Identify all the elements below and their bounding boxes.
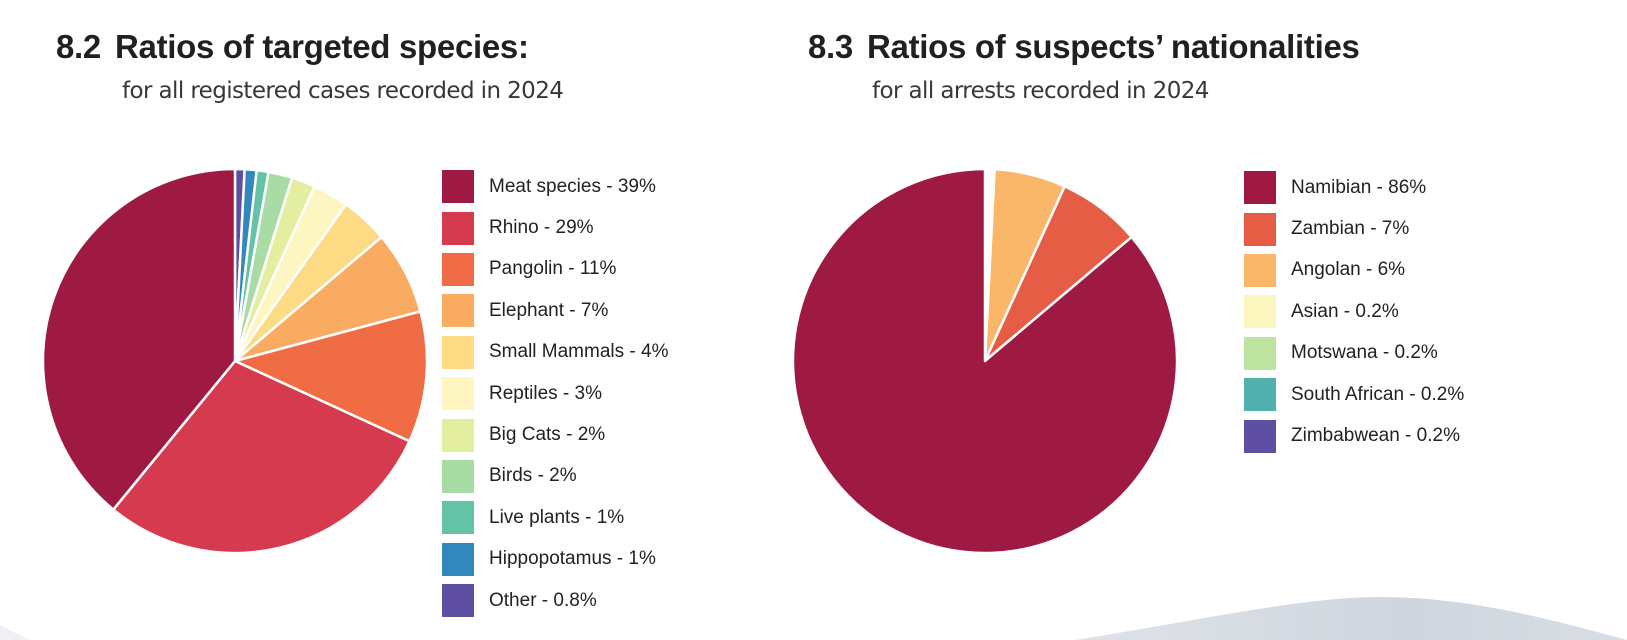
legend-label: Asian - 0.2% bbox=[1291, 300, 1399, 322]
legend-label: Other - 0.8% bbox=[489, 589, 597, 611]
nationalities-chart-section: 8.3 Ratios of suspects’ nationalities for… bbox=[780, 0, 1627, 640]
legend-swatch bbox=[442, 211, 474, 245]
nationalities-chart-title: 8.3 Ratios of suspects’ nationalities bbox=[808, 28, 1360, 66]
legend-item: Small Mammals - 4% bbox=[442, 332, 668, 373]
legend-label: Rhino - 29% bbox=[489, 217, 594, 239]
legend-label: Zambian - 7% bbox=[1291, 218, 1410, 240]
legend-item: Zambian - 7% bbox=[1244, 208, 1464, 249]
legend-item: Motswana - 0.2% bbox=[1244, 333, 1464, 374]
species-chart-title: 8.2 Ratios of targeted species: bbox=[56, 28, 529, 66]
section-number: 8.2 bbox=[56, 28, 101, 65]
legend-label: Birds - 2% bbox=[489, 465, 577, 487]
legend-item: Pangolin - 11% bbox=[442, 249, 668, 290]
pie-slice-meat-species bbox=[41, 167, 237, 511]
legend-label: Namibian - 86% bbox=[1291, 176, 1427, 198]
legend-item: Angolan - 6% bbox=[1244, 250, 1464, 291]
legend-item: Hippopotamus - 1% bbox=[442, 539, 668, 580]
legend-label: Elephant - 7% bbox=[489, 299, 609, 321]
pie-slice-pangolin bbox=[233, 310, 429, 443]
legend-label: Small Mammals - 4% bbox=[489, 341, 669, 363]
legend-swatch bbox=[1244, 253, 1276, 287]
title-text: Ratios of targeted species: bbox=[114, 28, 529, 65]
legend-item: Elephant - 7% bbox=[442, 290, 668, 331]
nationalities-legend: Namibian - 86% Zambian - 7% Angolan - 6% As… bbox=[1244, 167, 1464, 457]
legend-label: Big Cats - 2% bbox=[489, 424, 606, 446]
legend-swatch bbox=[1244, 378, 1276, 412]
legend-label: Live plants - 1% bbox=[489, 506, 625, 528]
nationalities-chart-subtitle: for all arrests recorded in 2024 bbox=[872, 78, 1209, 104]
legend-label: South African - 0.2% bbox=[1291, 383, 1465, 405]
section-number: 8.3 bbox=[808, 28, 853, 65]
legend-swatch bbox=[1244, 171, 1276, 205]
pie-slice-namibian bbox=[791, 167, 1179, 555]
legend-swatch bbox=[442, 252, 474, 286]
legend-item: Other - 0.8% bbox=[442, 580, 668, 621]
legend-item: Rhino - 29% bbox=[442, 207, 668, 248]
legend-swatch bbox=[442, 294, 474, 328]
legend-swatch bbox=[1244, 419, 1276, 453]
legend-swatch bbox=[1244, 336, 1276, 370]
legend-swatch bbox=[442, 584, 474, 618]
species-chart-subtitle: for all registered cases recorded in 202… bbox=[122, 78, 564, 104]
legend-swatch bbox=[442, 377, 474, 411]
species-pie-chart bbox=[41, 167, 429, 555]
legend-item: Meat species - 39% bbox=[442, 166, 668, 207]
species-chart-section: 8.2 Ratios of targeted species: for all r… bbox=[0, 0, 780, 640]
legend-label: Zimbabwean - 0.2% bbox=[1291, 425, 1460, 447]
legend-swatch bbox=[1244, 295, 1276, 329]
nationalities-pie-chart bbox=[791, 167, 1179, 555]
legend-item: Big Cats - 2% bbox=[442, 414, 668, 455]
legend-item: Zimbabwean - 0.2% bbox=[1244, 415, 1464, 456]
legend-label: Motswana - 0.2% bbox=[1291, 342, 1438, 364]
species-legend: Meat species - 39% Rhino - 29% Pangolin - … bbox=[442, 166, 668, 621]
legend-swatch bbox=[442, 335, 474, 369]
legend-item: Namibian - 86% bbox=[1244, 167, 1464, 208]
legend-swatch bbox=[1244, 212, 1276, 246]
legend-swatch bbox=[442, 459, 474, 493]
legend-label: Meat species - 39% bbox=[489, 175, 656, 197]
legend-item: Reptiles - 3% bbox=[442, 373, 668, 414]
legend-item: South African - 0.2% bbox=[1244, 374, 1464, 415]
legend-label: Hippopotamus - 1% bbox=[489, 548, 656, 570]
pie-slice-rhino bbox=[112, 359, 411, 555]
legend-swatch bbox=[442, 170, 474, 204]
legend-swatch bbox=[442, 542, 474, 576]
legend-swatch bbox=[442, 501, 474, 535]
legend-label: Reptiles - 3% bbox=[489, 382, 602, 404]
legend-swatch bbox=[442, 418, 474, 452]
legend-item: Asian - 0.2% bbox=[1244, 291, 1464, 332]
legend-item: Birds - 2% bbox=[442, 456, 668, 497]
legend-item: Live plants - 1% bbox=[442, 497, 668, 538]
title-text: Ratios of suspects’ nationalities bbox=[866, 28, 1360, 65]
legend-label: Angolan - 6% bbox=[1291, 259, 1406, 281]
legend-label: Pangolin - 11% bbox=[489, 258, 617, 280]
